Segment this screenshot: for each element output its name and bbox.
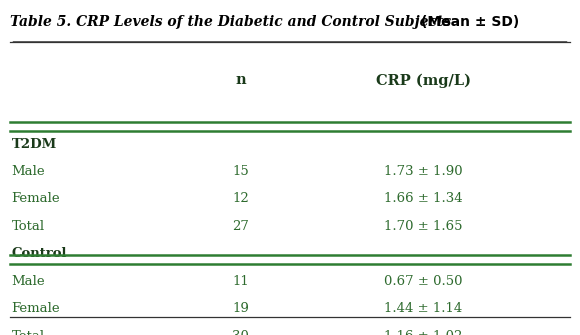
Text: 1.44 ± 1.14: 1.44 ± 1.14 xyxy=(385,303,462,315)
Text: 0.67 ± 0.50: 0.67 ± 0.50 xyxy=(384,275,463,288)
Text: (Mean ± SD): (Mean ± SD) xyxy=(421,15,519,29)
Text: Control: Control xyxy=(12,248,67,260)
Text: Male: Male xyxy=(12,275,45,288)
Text: Female: Female xyxy=(12,193,60,205)
Text: 1.16 ± 1.02: 1.16 ± 1.02 xyxy=(384,330,463,335)
Text: 1.66 ± 1.34: 1.66 ± 1.34 xyxy=(384,193,463,205)
Text: 1.73 ± 1.90: 1.73 ± 1.90 xyxy=(384,165,463,178)
Text: 11: 11 xyxy=(233,275,249,288)
Text: 27: 27 xyxy=(232,220,249,233)
Text: Total: Total xyxy=(12,220,45,233)
Text: 12: 12 xyxy=(233,193,249,205)
Text: 30: 30 xyxy=(232,330,249,335)
Text: 19: 19 xyxy=(232,303,249,315)
Text: T2DM: T2DM xyxy=(12,138,57,150)
Text: Table 5. CRP Levels of the Diabetic and Control Subjects: Table 5. CRP Levels of the Diabetic and … xyxy=(10,15,456,29)
Text: Total: Total xyxy=(12,330,45,335)
Text: 1.70 ± 1.65: 1.70 ± 1.65 xyxy=(384,220,463,233)
Text: CRP (mg/L): CRP (mg/L) xyxy=(376,73,471,87)
Text: n: n xyxy=(235,73,246,87)
Text: Male: Male xyxy=(12,165,45,178)
Text: Female: Female xyxy=(12,303,60,315)
Text: 15: 15 xyxy=(233,165,249,178)
